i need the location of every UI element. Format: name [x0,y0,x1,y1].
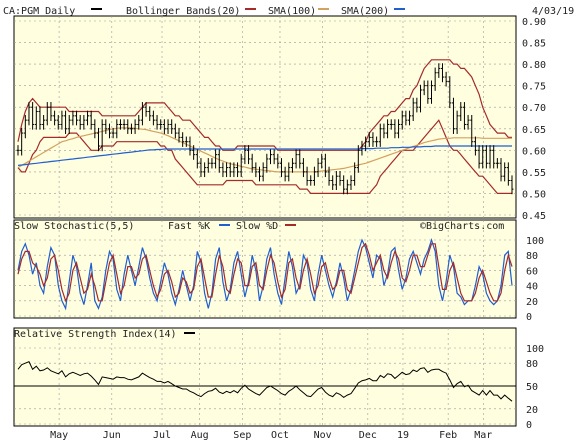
x-tick-label: Nov [314,430,332,441]
y-tick-label: 100 [526,236,544,247]
rsi-panel-bg [13,327,517,427]
date-label: 4/03/19 [532,6,574,17]
symbol-label: CA:PGM Daily [3,6,75,17]
y-tick-label: 100 [526,344,544,355]
sma200-label: SMA(200) [341,6,389,17]
sma200-line [17,145,512,166]
x-tick-label: Mar [474,430,492,441]
slow-d-label: Slow %D [236,221,278,232]
y-tick-label: 0.60 [522,146,546,157]
fast-k-label: Fast %K [168,221,210,232]
y-tick-label: 0 [526,420,532,431]
sma100-label: SMA(100) [268,6,316,17]
sma100-legend-swatch [318,8,329,10]
y-tick-label: 0.55 [522,168,546,179]
bollinger-upper-line [17,59,512,151]
y-tick-label: 20 [526,297,538,308]
x-tick-label: Oct [271,430,289,441]
bollinger-lower-line [17,119,512,194]
stochastic-panel: 100 80 60 40 20 0 [13,219,544,323]
price-panel: 0.90 0.85 0.80 0.75 0.70 0.65 0.60 0.55 0.50 0.45 [13,15,546,222]
x-tick-label: Feb [439,430,457,441]
x-tick-label: Dec [359,430,377,441]
bollinger-legend-swatch [245,8,256,10]
stochastic-label: Slow Stochastic(5,5) [14,221,134,232]
x-tick-label: 19 [397,430,409,441]
y-tick-label: 50 [526,382,538,393]
y-tick-label: 0.50 [522,189,546,200]
rsi-line [17,361,513,402]
y-tick-label: 0.75 [522,82,546,93]
price-panel-bg [13,15,517,219]
brand-label: ©BigCharts.com [420,221,504,232]
y-tick-label: 0.45 [522,211,546,222]
sma100-line [17,127,512,173]
y-tick-label: 0.70 [522,103,546,114]
x-tick-label: Sep [233,430,251,441]
sma200-legend-swatch [394,8,405,10]
bollinger-label: Bollinger Bands(20) [126,6,240,17]
slow-d-legend-swatch [285,224,296,226]
stoch-slow-line [17,242,513,303]
rsi-panel: 100 80 50 20 0 [13,327,544,431]
y-tick-label: 0.90 [522,17,546,28]
fast-k-legend-swatch [219,224,230,226]
x-tick-label: Jun [103,430,121,441]
y-tick-label: 80 [526,251,538,262]
y-tick-label: 40 [526,282,538,293]
y-tick-label: 20 [526,405,538,416]
y-tick-label: 80 [526,359,538,370]
y-tick-label: 0.65 [522,125,546,136]
x-tick-label: Jul [153,430,171,441]
y-tick-label: 0.80 [522,60,546,71]
y-tick-label: 0 [526,312,532,323]
y-tick-label: 0.85 [522,39,546,50]
x-tick-label: May [50,430,68,441]
rsi-label: Relative Strength Index(14) [14,329,177,340]
x-axis: May Jun Jul Aug Sep Oct Nov Dec 19 Feb Mar [50,430,492,441]
y-tick-label: 60 [526,266,538,277]
stoch-fast-line [17,238,513,311]
x-tick-label: Aug [191,430,209,441]
price-legend-swatch [91,8,102,10]
rsi-legend-swatch [184,332,195,334]
